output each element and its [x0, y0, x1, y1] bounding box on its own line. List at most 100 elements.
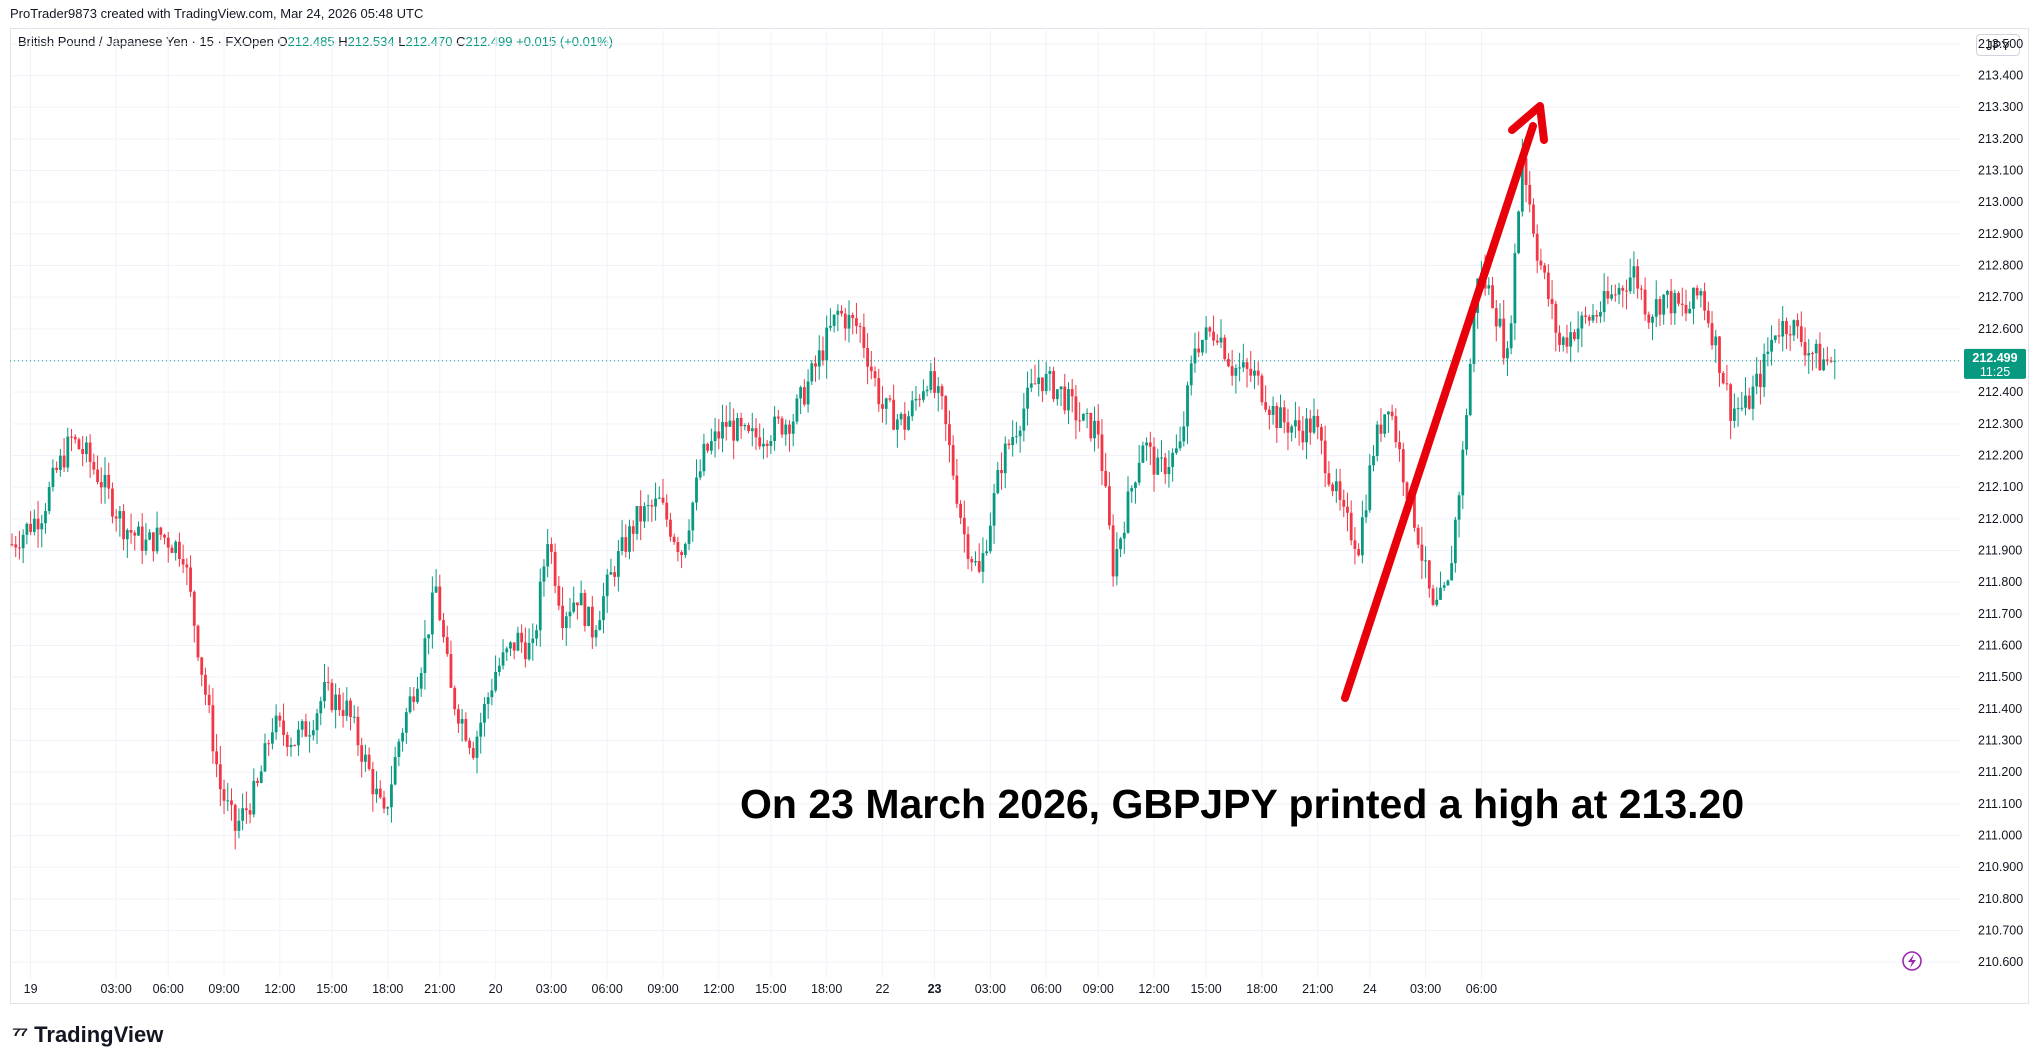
candle	[99, 467, 103, 504]
candle-body	[1130, 488, 1134, 492]
candle-body	[1156, 457, 1160, 475]
candle-body	[1532, 204, 1535, 234]
candle	[10, 533, 14, 547]
candle-body	[1022, 408, 1026, 431]
candle	[1658, 296, 1662, 327]
low-value: 212.470	[405, 34, 453, 49]
candle	[1673, 289, 1677, 325]
candle-body	[107, 474, 111, 489]
candle	[1349, 500, 1353, 546]
attribution-text: ProTrader9873 created with TradingView.c…	[10, 6, 424, 21]
candle-body	[1509, 323, 1513, 349]
candle-body	[743, 425, 747, 427]
candle-body	[497, 665, 501, 672]
candle	[1494, 299, 1498, 342]
candle	[791, 413, 795, 447]
candle	[1070, 378, 1074, 413]
candle-body	[337, 694, 341, 710]
candle	[572, 586, 576, 614]
candle	[910, 391, 914, 421]
candle-body	[393, 757, 397, 785]
candle-body	[1182, 426, 1186, 442]
candle-body	[791, 421, 795, 434]
candle	[1662, 294, 1666, 325]
candle	[334, 683, 338, 729]
candle-body	[728, 420, 732, 427]
candle-body	[654, 498, 657, 507]
candle-body	[1710, 323, 1714, 346]
high-label: H	[338, 34, 348, 49]
candle	[1346, 492, 1349, 532]
candle	[773, 406, 776, 451]
lightning-icon[interactable]	[1902, 951, 1922, 971]
candle-body	[378, 788, 382, 798]
candle-body	[1643, 289, 1647, 315]
tradingview-logo[interactable]: ⁷⁷ TradingView	[12, 1022, 163, 1048]
candle-body	[1323, 440, 1327, 474]
candle	[1353, 527, 1357, 565]
candle	[1759, 359, 1762, 405]
candle	[218, 745, 222, 807]
time-tick-label: 15:00	[316, 982, 347, 996]
candle-body	[907, 416, 910, 430]
candle	[326, 666, 330, 691]
candle	[271, 718, 274, 750]
candle	[762, 428, 765, 460]
candle-body	[918, 398, 922, 400]
candle-body	[1610, 294, 1613, 299]
candle	[1003, 436, 1007, 489]
chart-pane[interactable]	[10, 28, 2029, 1004]
candle	[1108, 472, 1111, 530]
candle-body	[613, 572, 617, 577]
candle-body	[832, 314, 836, 326]
candle-body	[323, 681, 326, 702]
candle-body	[207, 694, 211, 706]
candle	[1502, 299, 1506, 365]
candle-body	[1063, 386, 1067, 411]
candle	[1606, 276, 1610, 305]
candle-body	[200, 657, 204, 675]
candle-body	[620, 537, 624, 552]
candle	[1461, 441, 1465, 510]
time-tick-label: 09:00	[1083, 982, 1114, 996]
candle-body	[1379, 424, 1383, 434]
candle-body	[1472, 312, 1476, 364]
candle-body	[55, 467, 59, 470]
candle	[1799, 311, 1803, 347]
candle	[1506, 340, 1509, 377]
candle	[51, 459, 55, 492]
candle-body	[244, 808, 248, 811]
candle-body	[1145, 442, 1148, 446]
candle	[1394, 408, 1398, 448]
candle-body	[895, 419, 899, 430]
candle	[133, 530, 137, 551]
candle-body	[1160, 457, 1163, 459]
candle	[561, 587, 564, 640]
candle	[758, 423, 762, 450]
candle	[1022, 393, 1026, 442]
candle	[546, 528, 550, 578]
candle-body	[765, 443, 769, 446]
candle	[382, 790, 386, 814]
candle	[802, 379, 806, 407]
candle-body	[602, 596, 605, 621]
candle	[1439, 571, 1442, 600]
candle	[1375, 420, 1379, 462]
candle-body	[1390, 411, 1394, 417]
candle-body	[1081, 413, 1085, 421]
candle-body	[665, 502, 669, 520]
candle	[1755, 357, 1759, 395]
candle-body	[416, 688, 419, 702]
candle	[237, 808, 241, 839]
candle-body	[531, 638, 535, 643]
candle-body	[1543, 265, 1547, 273]
candle	[512, 642, 516, 660]
currency-button[interactable]: JPY	[1976, 34, 2020, 56]
candle-body	[92, 461, 96, 470]
candle-body	[1461, 449, 1465, 496]
candle	[1111, 514, 1115, 587]
candle-body	[334, 694, 338, 711]
candle-body	[691, 502, 695, 531]
candle	[285, 731, 289, 757]
